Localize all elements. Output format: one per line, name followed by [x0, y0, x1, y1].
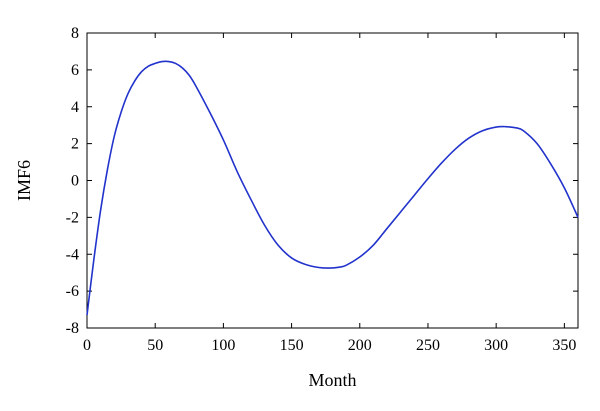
- y-tick-label: -6: [66, 283, 79, 300]
- x-tick-label: 250: [416, 337, 440, 354]
- y-tick-label: -8: [66, 320, 79, 337]
- y-tick-label: 6: [71, 62, 79, 79]
- axis-ticks: [86, 32, 578, 329]
- y-tick-label: 8: [71, 25, 79, 42]
- x-axis-label: Month: [308, 370, 356, 390]
- y-axis-label: IMF6: [14, 160, 34, 201]
- x-tick-label: 200: [348, 337, 372, 354]
- y-tick-label: 0: [71, 173, 79, 190]
- y-tick-label: 4: [71, 99, 79, 116]
- x-tick-label: 0: [83, 337, 91, 354]
- x-tick-label: 350: [552, 337, 576, 354]
- x-tick-label: 50: [147, 337, 163, 354]
- series-line: [86, 60, 579, 316]
- tick-labels: 0 50 100 150 200 250 300 350 -8 -6 -4 -2 0 2 4 6 8: [66, 25, 577, 354]
- y-tick-label: -4: [66, 246, 79, 263]
- x-tick-label: 100: [211, 337, 235, 354]
- plot-area: [86, 32, 579, 329]
- x-tick-label: 300: [484, 337, 508, 354]
- x-tick-label: 150: [280, 337, 304, 354]
- y-tick-label: -2: [66, 209, 79, 226]
- y-tick-label: 2: [71, 136, 79, 153]
